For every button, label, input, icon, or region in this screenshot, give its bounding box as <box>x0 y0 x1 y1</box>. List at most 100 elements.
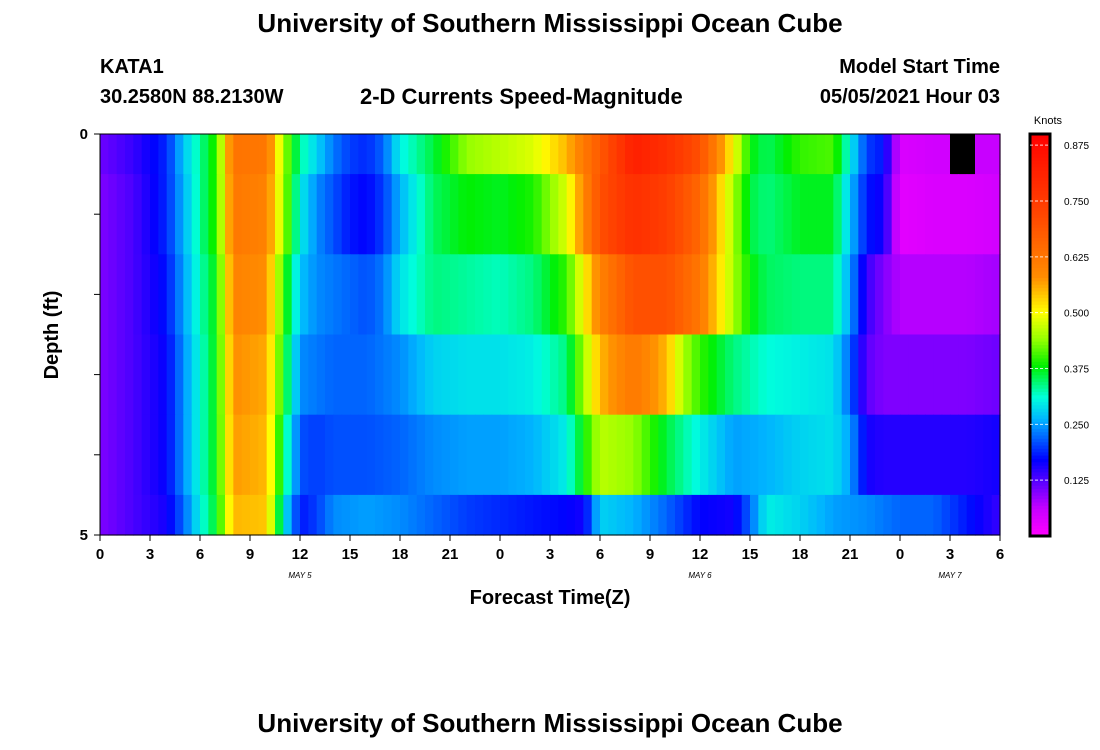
heatmap-cell <box>158 414 168 496</box>
heatmap-cell <box>366 134 376 175</box>
heatmap-cell <box>766 494 776 536</box>
heatmap-cell <box>891 334 901 416</box>
heatmap-cell <box>658 414 668 496</box>
colorbar-swatch <box>1030 472 1050 477</box>
heatmap-cell <box>441 414 451 496</box>
heatmap-cell <box>525 254 534 336</box>
heatmap-cell <box>100 494 109 536</box>
heatmap-cell <box>958 174 968 255</box>
heatmap-cell <box>966 494 976 536</box>
heatmap-cell <box>650 494 659 536</box>
colorbar-swatch <box>1030 197 1050 202</box>
colorbar-swatch <box>1030 448 1050 453</box>
colorbar-swatch <box>1030 244 1050 249</box>
heatmap-cell <box>683 494 693 536</box>
heatmap-cell <box>508 174 518 255</box>
heatmap-cell <box>275 494 284 536</box>
heatmap-cell <box>733 414 743 496</box>
heatmap-cell <box>716 254 726 336</box>
heatmap-cell <box>500 334 509 416</box>
colorbar-swatch <box>1030 247 1050 252</box>
colorbar-swatch <box>1030 170 1050 175</box>
heatmap-cell <box>408 174 418 255</box>
heatmap-cell <box>708 494 718 536</box>
heatmap-cell <box>516 134 526 175</box>
heatmap-cell <box>350 174 359 255</box>
colorbar-swatch <box>1030 512 1050 517</box>
heatmap-cell <box>866 174 876 255</box>
heatmap-cell <box>200 494 209 536</box>
colorbar-tick-label: 0.250 <box>1064 420 1089 431</box>
heatmap-cell <box>950 174 959 255</box>
colorbar-swatch <box>1030 224 1050 229</box>
colorbar-swatch <box>1030 154 1050 159</box>
heatmap-cell <box>291 134 301 175</box>
heatmap-cell <box>283 134 293 175</box>
heatmap-cell <box>316 414 326 496</box>
colorbar-swatch <box>1030 251 1050 256</box>
heatmap-cell <box>125 174 134 255</box>
heatmap-cell <box>241 494 251 536</box>
heatmap-cell <box>133 334 143 416</box>
heatmap-cell <box>991 134 1001 175</box>
heatmap-cell <box>983 414 993 496</box>
heatmap-cell <box>933 494 943 536</box>
heatmap-cell <box>475 414 484 496</box>
heatmap-cell <box>441 174 451 255</box>
heatmap-cell <box>908 494 918 536</box>
heatmap-cell <box>208 254 218 336</box>
heatmap-cell <box>416 334 426 416</box>
heatmap-cell <box>258 254 268 336</box>
heatmap-cell <box>733 134 743 175</box>
heatmap-cell <box>816 254 826 336</box>
heatmap-cell <box>683 254 693 336</box>
heatmap-cell <box>808 254 818 336</box>
heatmap-cell <box>175 494 184 536</box>
heatmap-cell <box>816 134 826 175</box>
heatmap-cell <box>641 174 651 255</box>
heatmap-cell <box>150 414 159 496</box>
heatmap-cell <box>166 174 176 255</box>
heatmap-cell <box>491 254 501 336</box>
heatmap-cell <box>666 174 676 255</box>
colorbar-swatch <box>1030 438 1050 443</box>
colorbar-swatch <box>1030 452 1050 457</box>
heatmap-cell <box>175 134 184 175</box>
y-tick-label: 0 <box>80 126 88 143</box>
heatmap-cell <box>183 174 193 255</box>
heatmap-cell <box>458 334 468 416</box>
heatmap-cell <box>875 134 884 175</box>
heatmap-cell <box>250 134 259 175</box>
heatmap-cell <box>550 414 559 496</box>
product-name: 2-D Currents Speed-Magnitude <box>360 84 683 109</box>
heatmap-cell <box>341 254 351 336</box>
heatmap-cell <box>666 254 676 336</box>
heatmap-cell <box>366 494 376 536</box>
colorbar-swatch <box>1030 515 1050 520</box>
heatmap-cell <box>850 414 859 496</box>
heatmap-cell <box>483 334 493 416</box>
model-start-label: Model Start Time <box>839 56 1000 78</box>
heatmap-cell <box>641 414 651 496</box>
heatmap-cell <box>733 174 743 255</box>
heatmap-cell <box>641 334 651 416</box>
heatmap-cell <box>116 174 126 255</box>
heatmap-cell <box>958 414 968 496</box>
heatmap-cell <box>541 494 551 536</box>
heatmap-cell <box>450 494 459 536</box>
heatmap-cell <box>525 414 534 496</box>
colorbar-swatch <box>1030 351 1050 356</box>
heatmap-cell <box>758 134 768 175</box>
colorbar-swatch <box>1030 529 1050 534</box>
heatmap-cell <box>925 494 934 536</box>
heatmap-cell <box>925 414 934 496</box>
colorbar-swatch <box>1030 321 1050 326</box>
heatmap-cell <box>850 134 859 175</box>
heatmap-cell <box>308 334 318 416</box>
heatmap-cell <box>950 494 959 536</box>
heatmap-cell <box>225 494 234 536</box>
colorbar-swatch <box>1030 391 1050 396</box>
heatmap-cell <box>133 134 143 175</box>
heatmap-cell <box>100 414 109 496</box>
heatmap-cell <box>850 174 859 255</box>
